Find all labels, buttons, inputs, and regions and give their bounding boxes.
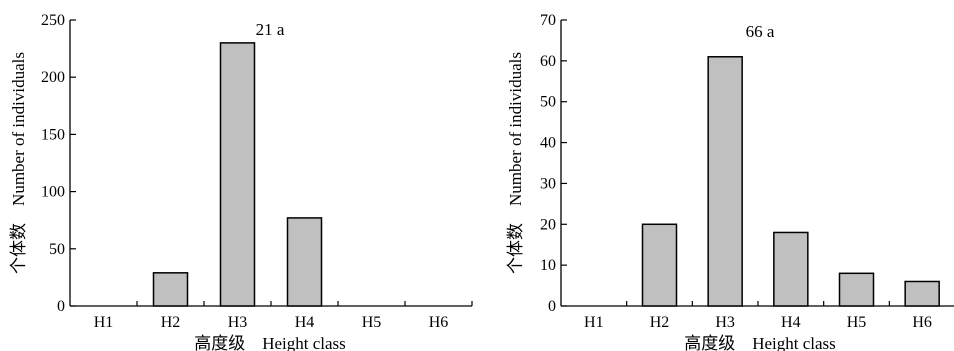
y-axis-label: 个体数 Number of individuals — [506, 52, 525, 274]
y-tick-label: 50 — [540, 94, 556, 111]
bar-h4 — [773, 231, 809, 307]
x-tick-label: H3 — [228, 314, 248, 331]
y-tick-label: 10 — [540, 257, 556, 274]
x-tick-label: H4 — [295, 314, 315, 331]
x-tick-label: H4 — [781, 314, 801, 331]
x-tick-label: H2 — [161, 314, 181, 331]
y-tick-label: 70 — [540, 12, 556, 29]
panel-title: 66 a — [746, 22, 775, 41]
panel-title: 21 a — [256, 20, 285, 39]
x-tick-label: H6 — [429, 314, 449, 331]
y-tick-label: 0 — [548, 298, 556, 315]
chart-panel-2: 0 10 20 30 40 50 60 70 H1 H2 H3 H4 H5 H6 66 a 高度级 Heigh… — [506, 12, 954, 351]
bar-h2 — [152, 272, 189, 307]
y-tick-label: 20 — [540, 216, 556, 233]
bar-h4 — [286, 217, 323, 307]
y-tick-label: 40 — [540, 135, 556, 152]
x-tick-label: H5 — [847, 314, 867, 331]
y-tick-label: 100 — [41, 184, 65, 201]
bar-h3 — [707, 56, 743, 307]
y-tick-label: 60 — [540, 53, 556, 70]
x-axis-label: 高度级 Height class — [684, 334, 836, 351]
x-tick-label: H3 — [715, 314, 735, 331]
bar-h5 — [838, 272, 875, 307]
y-tick-label: 30 — [540, 175, 556, 192]
bar-h6 — [904, 280, 940, 307]
x-tick-label: H6 — [912, 314, 932, 331]
chart-panel-1: 0 50 100 150 200 250 H1 H2 H3 H4 H5 H6 21 a 高度级 Heigh… — [9, 12, 473, 351]
y-axis-label: 个体数 Number of individuals — [9, 52, 28, 274]
y-tick-label: 150 — [41, 126, 65, 143]
bar-h3 — [219, 42, 256, 307]
y-tick-label: 0 — [57, 298, 65, 315]
x-tick-label: H1 — [584, 314, 604, 331]
y-tick-label: 200 — [41, 69, 65, 86]
x-tick-label: H5 — [362, 314, 382, 331]
y-tick-label: 50 — [49, 241, 65, 258]
x-axis-label: 高度级 Height class — [194, 334, 346, 351]
x-tick-label: H2 — [650, 314, 670, 331]
x-tick-label: H1 — [94, 314, 114, 331]
bar-h2 — [641, 223, 678, 307]
y-tick-label: 250 — [41, 12, 65, 29]
